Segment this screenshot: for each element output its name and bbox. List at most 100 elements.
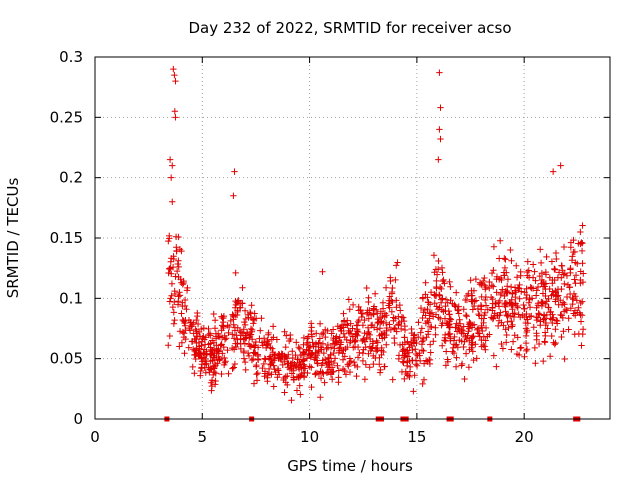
data-point — [539, 290, 547, 297]
data-point — [389, 298, 396, 306]
chart-title: Day 232 of 2022, SRMTID for receiver acs… — [188, 19, 511, 37]
data-point — [289, 348, 296, 355]
data-point — [424, 328, 432, 335]
data-point — [202, 357, 209, 365]
data-point — [189, 338, 196, 345]
data-point — [513, 274, 521, 281]
data-point — [463, 313, 470, 320]
data-point — [538, 276, 546, 284]
data-point — [565, 326, 572, 333]
data-point — [330, 349, 337, 357]
data-point — [188, 323, 195, 330]
data-point — [382, 319, 390, 327]
data-point — [537, 321, 544, 329]
data-point — [539, 283, 547, 290]
data-point — [241, 358, 249, 366]
data-point — [458, 360, 466, 368]
data-point — [544, 325, 551, 332]
data-point — [302, 365, 309, 372]
data-point — [359, 337, 366, 345]
data-point — [552, 249, 560, 257]
data-point — [343, 336, 350, 344]
data-point — [300, 348, 308, 356]
data-point — [432, 331, 439, 339]
data-point — [475, 310, 482, 318]
x-tick-label: 20 — [515, 428, 534, 446]
data-point — [523, 313, 530, 321]
data-point — [558, 285, 565, 293]
data-point — [192, 335, 199, 343]
data-point — [563, 293, 571, 301]
data-point — [417, 304, 425, 312]
data-point — [304, 369, 311, 377]
data-point — [172, 114, 179, 121]
data-point — [476, 333, 484, 340]
data-point — [334, 323, 341, 330]
data-point — [306, 363, 313, 370]
data-point — [191, 347, 198, 355]
data-point — [346, 359, 353, 367]
data-point — [247, 331, 255, 338]
data-point — [570, 248, 577, 256]
data-point — [359, 322, 367, 329]
data-point — [474, 325, 482, 332]
data-point — [232, 269, 239, 277]
data-point — [565, 315, 572, 322]
data-point — [396, 341, 404, 349]
data-point — [234, 336, 241, 343]
data-point — [248, 302, 255, 309]
data-point — [370, 360, 377, 368]
data-point — [240, 347, 248, 355]
data-point — [442, 296, 450, 303]
data-point — [389, 376, 396, 383]
data-point — [261, 370, 269, 377]
data-point — [452, 341, 460, 349]
data-point — [192, 326, 199, 333]
data-point — [250, 316, 258, 324]
data-point — [401, 352, 409, 360]
data-point — [563, 307, 571, 314]
data-point — [493, 363, 500, 370]
data-point — [373, 344, 381, 352]
data-point — [175, 233, 182, 241]
data-point — [281, 328, 288, 335]
data-point — [454, 307, 462, 314]
data-point — [495, 303, 503, 310]
data-point — [436, 304, 443, 311]
data-point — [465, 363, 473, 371]
data-point — [274, 365, 282, 373]
data-point — [429, 313, 437, 320]
data-point — [431, 291, 438, 298]
data-point — [237, 332, 245, 339]
data-point — [340, 318, 348, 325]
data-point — [486, 331, 493, 338]
data-point — [170, 320, 178, 327]
data-point — [317, 344, 325, 351]
data-point — [346, 368, 354, 376]
data-point — [516, 285, 523, 292]
data-point — [298, 364, 305, 371]
data-point — [324, 354, 332, 361]
data-point — [454, 306, 461, 314]
data-point — [295, 344, 302, 351]
data-point — [512, 289, 520, 296]
data-point — [555, 301, 562, 308]
data-point — [252, 363, 260, 370]
x-tick-label: 15 — [407, 428, 426, 446]
data-point — [381, 313, 388, 321]
data-point — [534, 283, 542, 291]
data-point — [181, 296, 189, 304]
data-point — [303, 355, 311, 362]
data-point — [222, 358, 229, 365]
data-point — [451, 301, 458, 309]
data-point — [334, 362, 341, 369]
data-point — [229, 331, 236, 338]
data-point — [319, 268, 326, 275]
data-point — [415, 319, 422, 326]
data-point — [499, 345, 507, 352]
data-point — [317, 368, 324, 375]
data-point — [359, 357, 367, 365]
data-point — [462, 350, 470, 357]
data-point — [462, 311, 470, 319]
